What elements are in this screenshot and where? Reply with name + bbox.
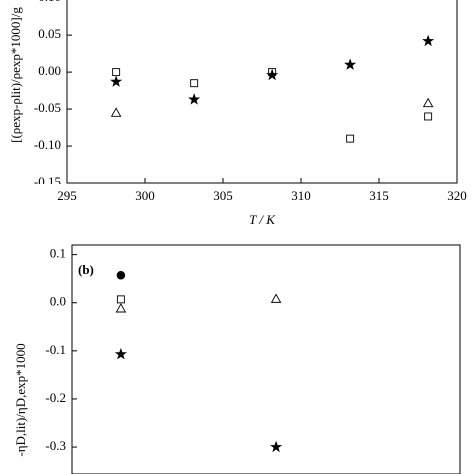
point xyxy=(422,34,435,47)
point xyxy=(266,68,279,81)
x-tick-label: 310 xyxy=(291,188,311,203)
plot-frame xyxy=(71,244,461,474)
point xyxy=(116,271,126,280)
x-tick-label: 305 xyxy=(213,188,233,203)
point xyxy=(115,303,127,313)
y-tick-label: -0.10 xyxy=(34,137,61,152)
x-tick-label: 295 xyxy=(57,188,77,203)
point xyxy=(270,440,283,453)
point xyxy=(344,58,357,70)
y-tick-label: 0.0 xyxy=(50,294,66,309)
y-tick-label: -0.1 xyxy=(45,342,66,357)
y-tick-label: 0.1 xyxy=(50,246,66,261)
x-axis-label: T / K xyxy=(249,212,276,227)
y-tick-label: 0.05 xyxy=(38,26,61,41)
y-axis-label: [(ρexp-ρlit)/ρexp*1000]/g xyxy=(8,7,23,143)
panel: -0.15 -0.10 -0.05 0.00 0.05 0.10 [(ρexp-ρlit)/… xyxy=(8,0,458,189)
point xyxy=(422,97,434,108)
point xyxy=(110,75,123,87)
y-tick-label: 0.10 xyxy=(38,0,61,4)
point xyxy=(424,112,433,121)
y-tick-label: 0.00 xyxy=(38,63,61,78)
panel: -0.3 -0.2 -0.1 0.0 0.1 -ηD,lit)/ηD,exp*1000 (b… xyxy=(13,244,461,474)
x-tick-label: 320 xyxy=(447,188,467,203)
point xyxy=(190,79,199,88)
point xyxy=(116,295,125,304)
point xyxy=(110,107,122,117)
x-tick-label: 315 xyxy=(369,188,389,203)
point xyxy=(346,134,355,143)
point xyxy=(112,68,121,77)
point xyxy=(188,93,201,105)
y-tick-label: -0.3 xyxy=(45,438,66,453)
x-tick-label: 300 xyxy=(135,188,155,203)
point xyxy=(114,347,127,360)
annotation: (b) xyxy=(78,262,94,277)
point xyxy=(270,293,282,303)
y-tick-label: -0.15 xyxy=(34,174,61,189)
y-tick-label: -0.2 xyxy=(45,390,66,405)
y-axis-label: -ηD,lit)/ηD,exp*1000 xyxy=(13,343,28,456)
plot-frame xyxy=(66,0,458,184)
y-tick-label: -0.05 xyxy=(34,100,61,115)
